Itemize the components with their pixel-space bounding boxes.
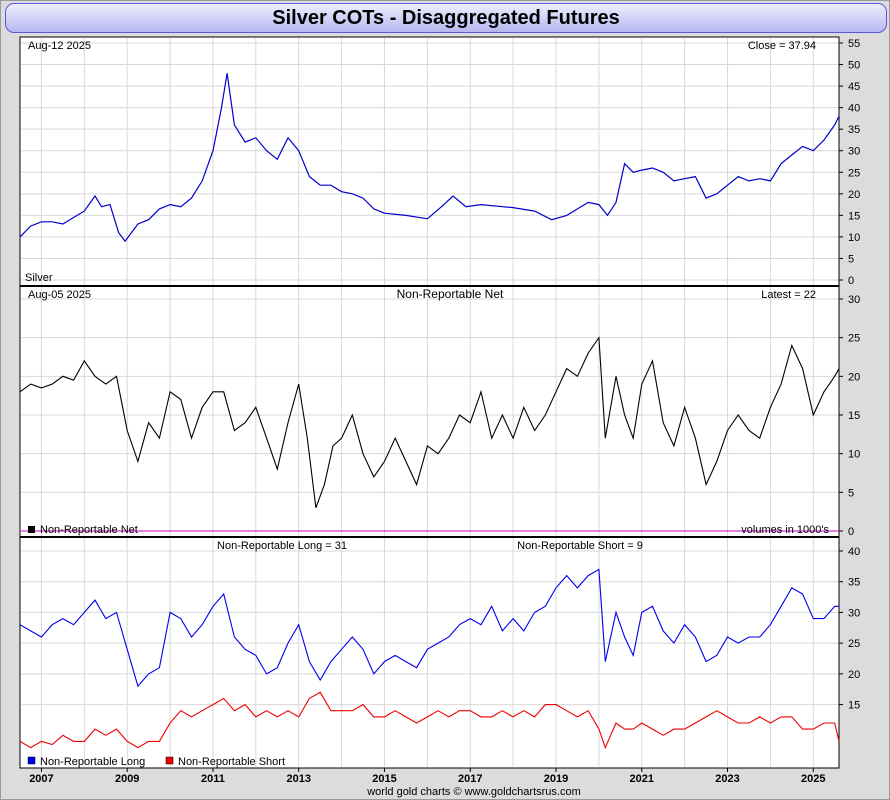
price-series-label: Silver <box>25 272 53 284</box>
y-tick-label: 50 <box>848 60 860 72</box>
y-tick-label: 25 <box>848 167 860 179</box>
net-legend-label: Non-Reportable Net <box>40 524 138 536</box>
y-tick-label: 45 <box>848 81 860 93</box>
y-tick-label: 35 <box>848 124 860 136</box>
x-tick-label: 2011 <box>201 773 225 785</box>
y-tick-label: 15 <box>848 210 860 222</box>
y-tick-label: 5 <box>848 487 854 499</box>
long-legend-swatch <box>27 756 36 765</box>
footer-credit: world gold charts © www.goldchartsrus.co… <box>366 786 581 798</box>
volumes-note: volumes in 1000's <box>741 524 829 536</box>
y-tick-label: 25 <box>848 638 860 650</box>
chart-title: Silver COTs - Disaggregated Futures <box>5 3 887 33</box>
y-tick-label: 10 <box>848 449 860 461</box>
short-legend-swatch <box>165 756 174 765</box>
net-line <box>19 336 840 508</box>
y-tick-label: 0 <box>848 526 854 538</box>
y-tick-label: 15 <box>848 410 860 422</box>
x-tick-label: 2023 <box>715 773 739 785</box>
short-line <box>19 691 840 750</box>
price-line <box>19 73 840 243</box>
net-title: Non-Reportable Net <box>397 287 504 301</box>
y-tick-label: 35 <box>848 577 860 589</box>
x-tick-label: 2009 <box>115 773 139 785</box>
long-line <box>19 568 839 688</box>
long-latest-label: Non-Reportable Long = 31 <box>217 540 347 552</box>
y-tick-label: 25 <box>848 333 860 345</box>
y-tick-label: 5 <box>848 253 854 265</box>
y-tick-label: 0 <box>848 275 854 287</box>
long-legend-label: Non-Reportable Long <box>40 756 145 768</box>
price-close-label: Close = 37.94 <box>748 40 816 52</box>
y-tick-label: 55 <box>848 38 860 50</box>
y-tick-label: 30 <box>848 607 860 619</box>
y-tick-label: 10 <box>848 232 860 244</box>
y-tick-label: 15 <box>848 700 860 712</box>
x-tick-label: 2019 <box>544 773 568 785</box>
x-tick-label: 2021 <box>630 773 654 785</box>
y-tick-label: 20 <box>848 189 860 201</box>
short-latest-label: Non-Reportable Short = 9 <box>517 540 643 552</box>
net-legend-swatch <box>28 526 35 533</box>
y-tick-label: 20 <box>848 669 860 681</box>
y-tick-label: 30 <box>848 146 860 158</box>
y-tick-label: 20 <box>848 371 860 383</box>
y-tick-label: 30 <box>848 294 860 306</box>
x-tick-label: 2007 <box>29 773 53 785</box>
long-short-panel <box>19 536 840 769</box>
x-tick-label: 2017 <box>458 773 482 785</box>
net-panel <box>19 285 840 538</box>
net-latest-label: Latest = 22 <box>761 289 816 301</box>
y-tick-label: 40 <box>848 546 860 558</box>
x-tick-label: 2013 <box>286 773 310 785</box>
price-panel <box>19 36 840 287</box>
x-tick-label: 2015 <box>372 773 396 785</box>
net-date-label: Aug-05 2025 <box>28 289 91 301</box>
price-date-label: Aug-12 2025 <box>28 40 91 52</box>
short-legend-label: Non-Reportable Short <box>178 756 285 768</box>
x-tick-label: 2025 <box>801 773 825 785</box>
y-tick-label: 40 <box>848 103 860 115</box>
